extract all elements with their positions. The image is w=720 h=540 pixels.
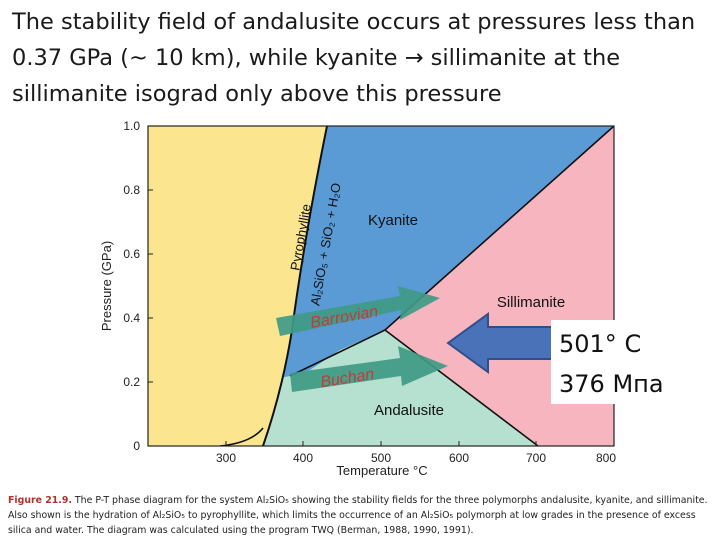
slide-title: The stability field of andalusite occurs… [12,4,712,112]
andalusite-sillimanite-boundary [384,329,539,446]
andalusite-label: Andalusite [374,402,444,419]
title-line-2: 0.37 GPa (~ 10 km), while kyanite → sill… [12,45,621,71]
sillimanite-label: Sillimanite [497,294,565,311]
kyanite-andalusite-boundary [289,329,386,377]
callout-temperature: 501° C [559,330,642,358]
kyanite-label: Kyanite [368,212,418,229]
x-tick-label: 700 [526,451,546,465]
y-axis-label: Pressure (GPa) [99,241,114,331]
callout-pressure: 376 Мпа [559,370,664,398]
figure-caption: Figure 21.9. The P-T phase diagram for t… [8,493,708,538]
y-tick-label: 1.0 [123,119,140,133]
y-tick-label: 0.4 [123,311,140,325]
y-axis-ticks [148,189,153,383]
y-tick-label: 0.6 [123,247,140,261]
y-tick-label: 0 [133,439,140,453]
x-tick-label: 800 [596,451,616,465]
title-line-3: sillimanite isograd only above this pres… [12,81,502,107]
barrovian-arrow [276,286,440,336]
x-tick-label: 400 [293,451,313,465]
y-tick-label: 0.8 [123,183,140,197]
x-tick-label: 300 [216,451,236,465]
y-tick-label: 0.2 [123,375,140,389]
andalusite-field [260,330,538,446]
title-line-1: The stability field of andalusite occurs… [12,9,696,35]
caption-text: The P-T phase diagram for the system Al₂… [8,495,708,536]
figure-label: Figure 21.9. [8,495,72,506]
x-axis-ticks [225,441,537,446]
x-tick-label: 500 [371,451,391,465]
triple-point-callout: 501° C 376 Мпа [551,320,701,404]
buchan-arrow [290,346,448,392]
x-axis-label: Temperature °C [336,463,427,478]
pyrophyllite-low-curve [219,427,264,446]
x-tick-label: 600 [449,451,469,465]
pyrophyllite-field [148,126,327,446]
